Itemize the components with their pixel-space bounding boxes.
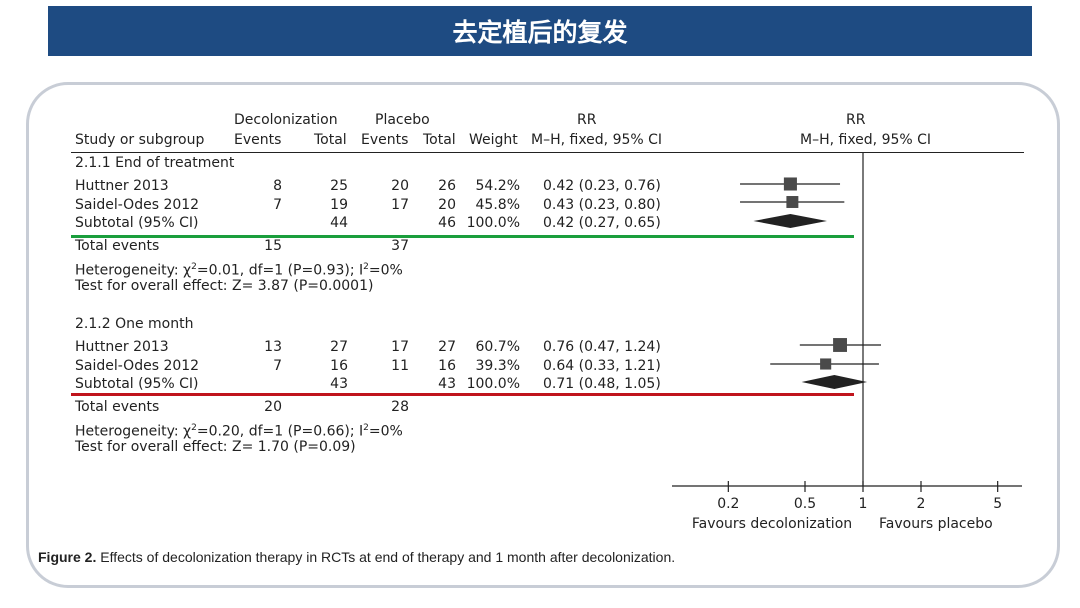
effect-square xyxy=(833,338,847,352)
x-tick-label: 0.2 xyxy=(717,496,739,512)
subgroup-underline xyxy=(71,393,854,396)
study-name: Huttner 2013 xyxy=(75,178,169,194)
slide-title: 去定植后的复发 xyxy=(48,6,1032,56)
x-tick-label: 2 xyxy=(917,496,926,512)
figure-caption: Figure 2. Effects of decolonization ther… xyxy=(38,549,676,565)
subtotal-total2: 43 xyxy=(438,376,456,392)
total2-value: 20 xyxy=(438,197,456,213)
total1-value: 25 xyxy=(330,178,348,194)
weight-value: 45.8% xyxy=(475,197,520,213)
header-total2: Total xyxy=(423,132,456,148)
heterogeneity-text: Heterogeneity: χ2=0.01, df=1 (P=0.93); I… xyxy=(75,262,403,279)
header-events1: Events xyxy=(234,132,282,148)
study-name: Saidel-Odes 2012 xyxy=(75,197,200,213)
subtotal-weight: 100.0% xyxy=(466,376,520,392)
effect-square xyxy=(786,196,799,208)
ci-value: 0.76 (0.47, 1.24) xyxy=(543,339,661,355)
subtotal-label: Subtotal (95% CI) xyxy=(75,376,199,392)
events2-value: 17 xyxy=(391,197,409,213)
weight-value: 54.2% xyxy=(475,178,520,194)
favours-left-label: Favours decolonization xyxy=(691,516,853,532)
total2-value: 16 xyxy=(438,358,456,374)
ci-value: 0.43 (0.23, 0.80) xyxy=(543,197,661,213)
total-events1: 15 xyxy=(264,238,282,254)
x-tick-label: 1 xyxy=(859,496,868,512)
subtotal-label: Subtotal (95% CI) xyxy=(75,215,199,231)
overall-effect-text: Test for overall effect: Z= 3.87 (P=0.00… xyxy=(75,278,374,294)
header-plot-method: M–H, fixed, 95% CI xyxy=(800,132,932,148)
weight-value: 39.3% xyxy=(475,358,520,374)
events1-value: 8 xyxy=(273,178,282,194)
heterogeneity-text: Heterogeneity: χ2=0.20, df=1 (P=0.66); I… xyxy=(75,423,403,440)
total1-value: 27 xyxy=(330,339,348,355)
header-events2: Events xyxy=(361,132,409,148)
subtotal-ci: 0.71 (0.48, 1.05) xyxy=(543,376,661,392)
header-study: Study or subgroup xyxy=(75,132,205,148)
header-rr: RR xyxy=(577,112,597,128)
total1-value: 19 xyxy=(330,197,348,213)
subgroup-title: 2.1.1 End of treatment xyxy=(75,155,235,171)
subtotal-total1: 44 xyxy=(330,215,348,231)
header-decolonization: Decolonization xyxy=(234,112,338,128)
effect-square xyxy=(820,358,832,370)
subgroup-underline xyxy=(71,235,854,238)
total1-value: 16 xyxy=(330,358,348,374)
study-name: Saidel-Odes 2012 xyxy=(75,358,200,374)
ci-value: 0.42 (0.23, 0.76) xyxy=(543,178,661,194)
subtotal-diamond xyxy=(753,214,827,228)
subgroup-title: 2.1.2 One month xyxy=(75,316,194,332)
events1-value: 7 xyxy=(273,197,282,213)
events1-value: 13 xyxy=(264,339,282,355)
figure-frame xyxy=(26,82,1060,588)
header-weight: Weight xyxy=(469,132,518,148)
x-tick-label: 0.5 xyxy=(794,496,816,512)
header-placebo: Placebo xyxy=(375,112,430,128)
overall-effect-text: Test for overall effect: Z= 1.70 (P=0.09… xyxy=(75,439,356,455)
effect-square xyxy=(783,177,797,191)
weight-value: 60.7% xyxy=(475,339,520,355)
events2-value: 20 xyxy=(391,178,409,194)
total-events2: 28 xyxy=(391,399,409,415)
favours-right-label: Favours placebo xyxy=(879,516,993,532)
subtotal-ci: 0.42 (0.27, 0.65) xyxy=(543,215,661,231)
subtotal-weight: 100.0% xyxy=(466,215,520,231)
x-tick-label: 5 xyxy=(993,496,1002,512)
events1-value: 7 xyxy=(273,358,282,374)
events2-value: 11 xyxy=(391,358,409,374)
total-events-label: Total events xyxy=(75,238,160,254)
total2-value: 27 xyxy=(438,339,456,355)
total-events1: 20 xyxy=(264,399,282,415)
header-method: M–H, fixed, 95% CI xyxy=(531,132,663,148)
subtotal-total2: 46 xyxy=(438,215,456,231)
total-events-label: Total events xyxy=(75,399,160,415)
subtotal-diamond xyxy=(801,375,868,389)
header-plot-rr: RR xyxy=(846,112,866,128)
subtotal-total1: 43 xyxy=(330,376,348,392)
header-rule xyxy=(71,152,1024,153)
total-events2: 37 xyxy=(391,238,409,254)
header-total1: Total xyxy=(314,132,347,148)
total2-value: 26 xyxy=(438,178,456,194)
study-name: Huttner 2013 xyxy=(75,339,169,355)
ci-value: 0.64 (0.33, 1.21) xyxy=(543,358,661,374)
events2-value: 17 xyxy=(391,339,409,355)
